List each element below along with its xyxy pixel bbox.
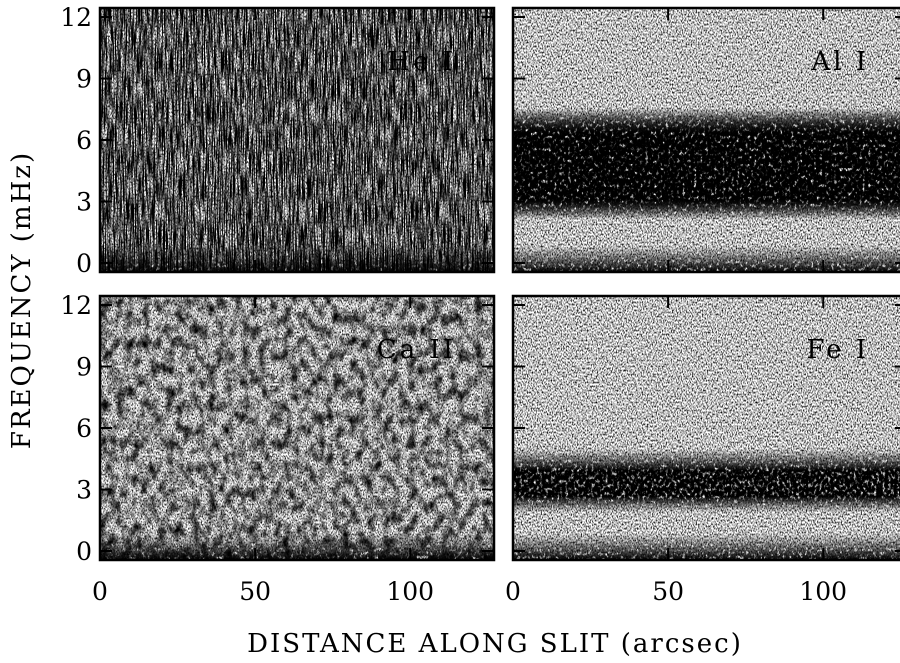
y-tick-label: 3 — [76, 475, 92, 504]
x-tick-label: 0 — [505, 577, 521, 606]
x-axis-title: DISTANCE ALONG SLIT (arcsec) — [247, 629, 743, 659]
panel-label: Ca II — [377, 335, 456, 365]
x-tick-label: 0 — [92, 577, 108, 606]
x-tick-label: 100 — [386, 577, 434, 606]
y-tick-label: 12 — [60, 3, 92, 32]
y-tick-label: 9 — [76, 353, 92, 382]
spectrum-texture — [100, 296, 494, 560]
y-tick-label: 0 — [76, 537, 92, 566]
spectrum-texture — [513, 296, 900, 560]
panel: Al I — [511, 6, 900, 274]
x-tick-label: 50 — [239, 577, 271, 606]
panel: 0 3 6 9 12 0 50 100 Ca II — [60, 291, 496, 606]
x-tick-label: 100 — [799, 577, 847, 606]
y-tick-label: 6 — [76, 126, 92, 155]
panel: 0 3 6 9 12 He I — [60, 3, 496, 278]
panel: 0 50 100 Fe I — [505, 294, 900, 606]
spectrum-texture — [100, 8, 494, 272]
y-tick-label: 3 — [76, 187, 92, 216]
panel-label: He I — [387, 47, 456, 77]
y-tick-label: 12 — [60, 291, 92, 320]
y-axis-title: FREQUENCY (mHz) — [7, 151, 37, 449]
panel-label: Al I — [810, 47, 869, 77]
panel-label: Fe I — [806, 335, 869, 365]
spectrum-texture — [513, 8, 900, 272]
y-tick-label: 6 — [76, 414, 92, 443]
x-tick-label: 50 — [652, 577, 684, 606]
y-tick-label: 0 — [76, 249, 92, 278]
y-tick-label: 9 — [76, 65, 92, 94]
